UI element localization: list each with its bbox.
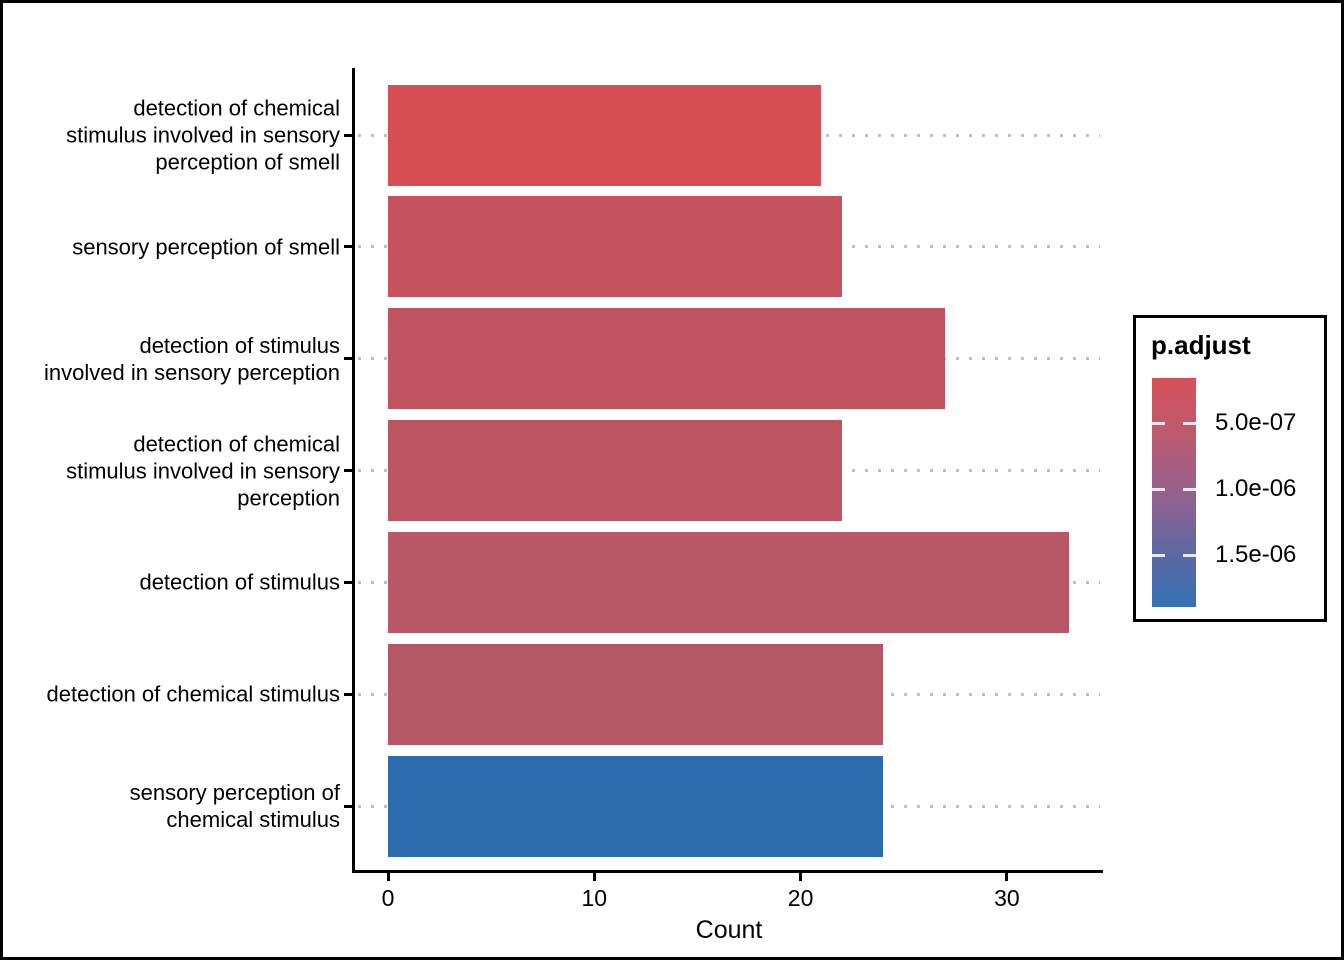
- x-axis-tick: [592, 873, 596, 881]
- legend-gradient-tick: [1152, 421, 1165, 425]
- y-axis-category-label: sensory perception of chemical stimulus: [129, 780, 340, 833]
- bar: [388, 755, 884, 857]
- legend-tick-label: 5.0e-07: [1215, 409, 1297, 437]
- bar: [388, 84, 822, 186]
- legend-gradient-tick: [1152, 487, 1165, 491]
- y-axis-category-label: detection of chemical stimulus: [46, 681, 340, 707]
- y-axis-tick: [344, 357, 352, 361]
- y-axis-category-label: sensory perception of smell: [72, 234, 340, 260]
- x-axis-tick: [799, 873, 803, 881]
- x-axis-tick: [386, 873, 390, 881]
- legend-gradient-tick: [1183, 421, 1196, 425]
- legend-tick-label: 1.5e-06: [1215, 541, 1297, 569]
- y-axis-tick: [344, 580, 352, 584]
- y-axis-category-label: detection of stimulus: [139, 569, 340, 595]
- y-axis-category-label: detection of stimulus involved in sensor…: [44, 332, 340, 385]
- y-axis-tick: [344, 133, 352, 137]
- x-axis-tick-label: 10: [581, 885, 608, 911]
- legend-gradient-tick: [1183, 487, 1196, 491]
- y-axis-tick: [344, 469, 352, 473]
- legend-title: p.adjust: [1151, 330, 1251, 360]
- y-axis-category-label: detection of chemical stimulus involved …: [66, 431, 340, 511]
- x-axis-tick-label: 20: [787, 885, 814, 911]
- legend-box: p.adjust 5.0e-07 1.0e-06 1.5e-06: [1133, 315, 1327, 622]
- x-axis-tick-label: 0: [381, 885, 395, 911]
- y-axis-category-label: detection of chemical stimulus involved …: [66, 95, 340, 175]
- x-axis-tick-label: 30: [994, 885, 1020, 911]
- plot-panel: [352, 68, 1103, 873]
- legend-gradient-bar: [1152, 378, 1196, 607]
- legend-tick-label: 1.0e-06: [1215, 475, 1297, 503]
- x-axis-title: Count: [695, 916, 763, 944]
- y-axis-tick: [344, 692, 352, 696]
- x-axis-tick: [1005, 873, 1009, 881]
- bar: [388, 531, 1069, 633]
- bar: [388, 308, 945, 410]
- y-axis-tick: [344, 245, 352, 249]
- y-axis-tick: [344, 804, 352, 808]
- bar: [388, 643, 884, 745]
- bar: [388, 420, 842, 522]
- legend-gradient-tick: [1183, 553, 1196, 557]
- legend-gradient-tick: [1152, 553, 1165, 557]
- bar: [388, 196, 842, 298]
